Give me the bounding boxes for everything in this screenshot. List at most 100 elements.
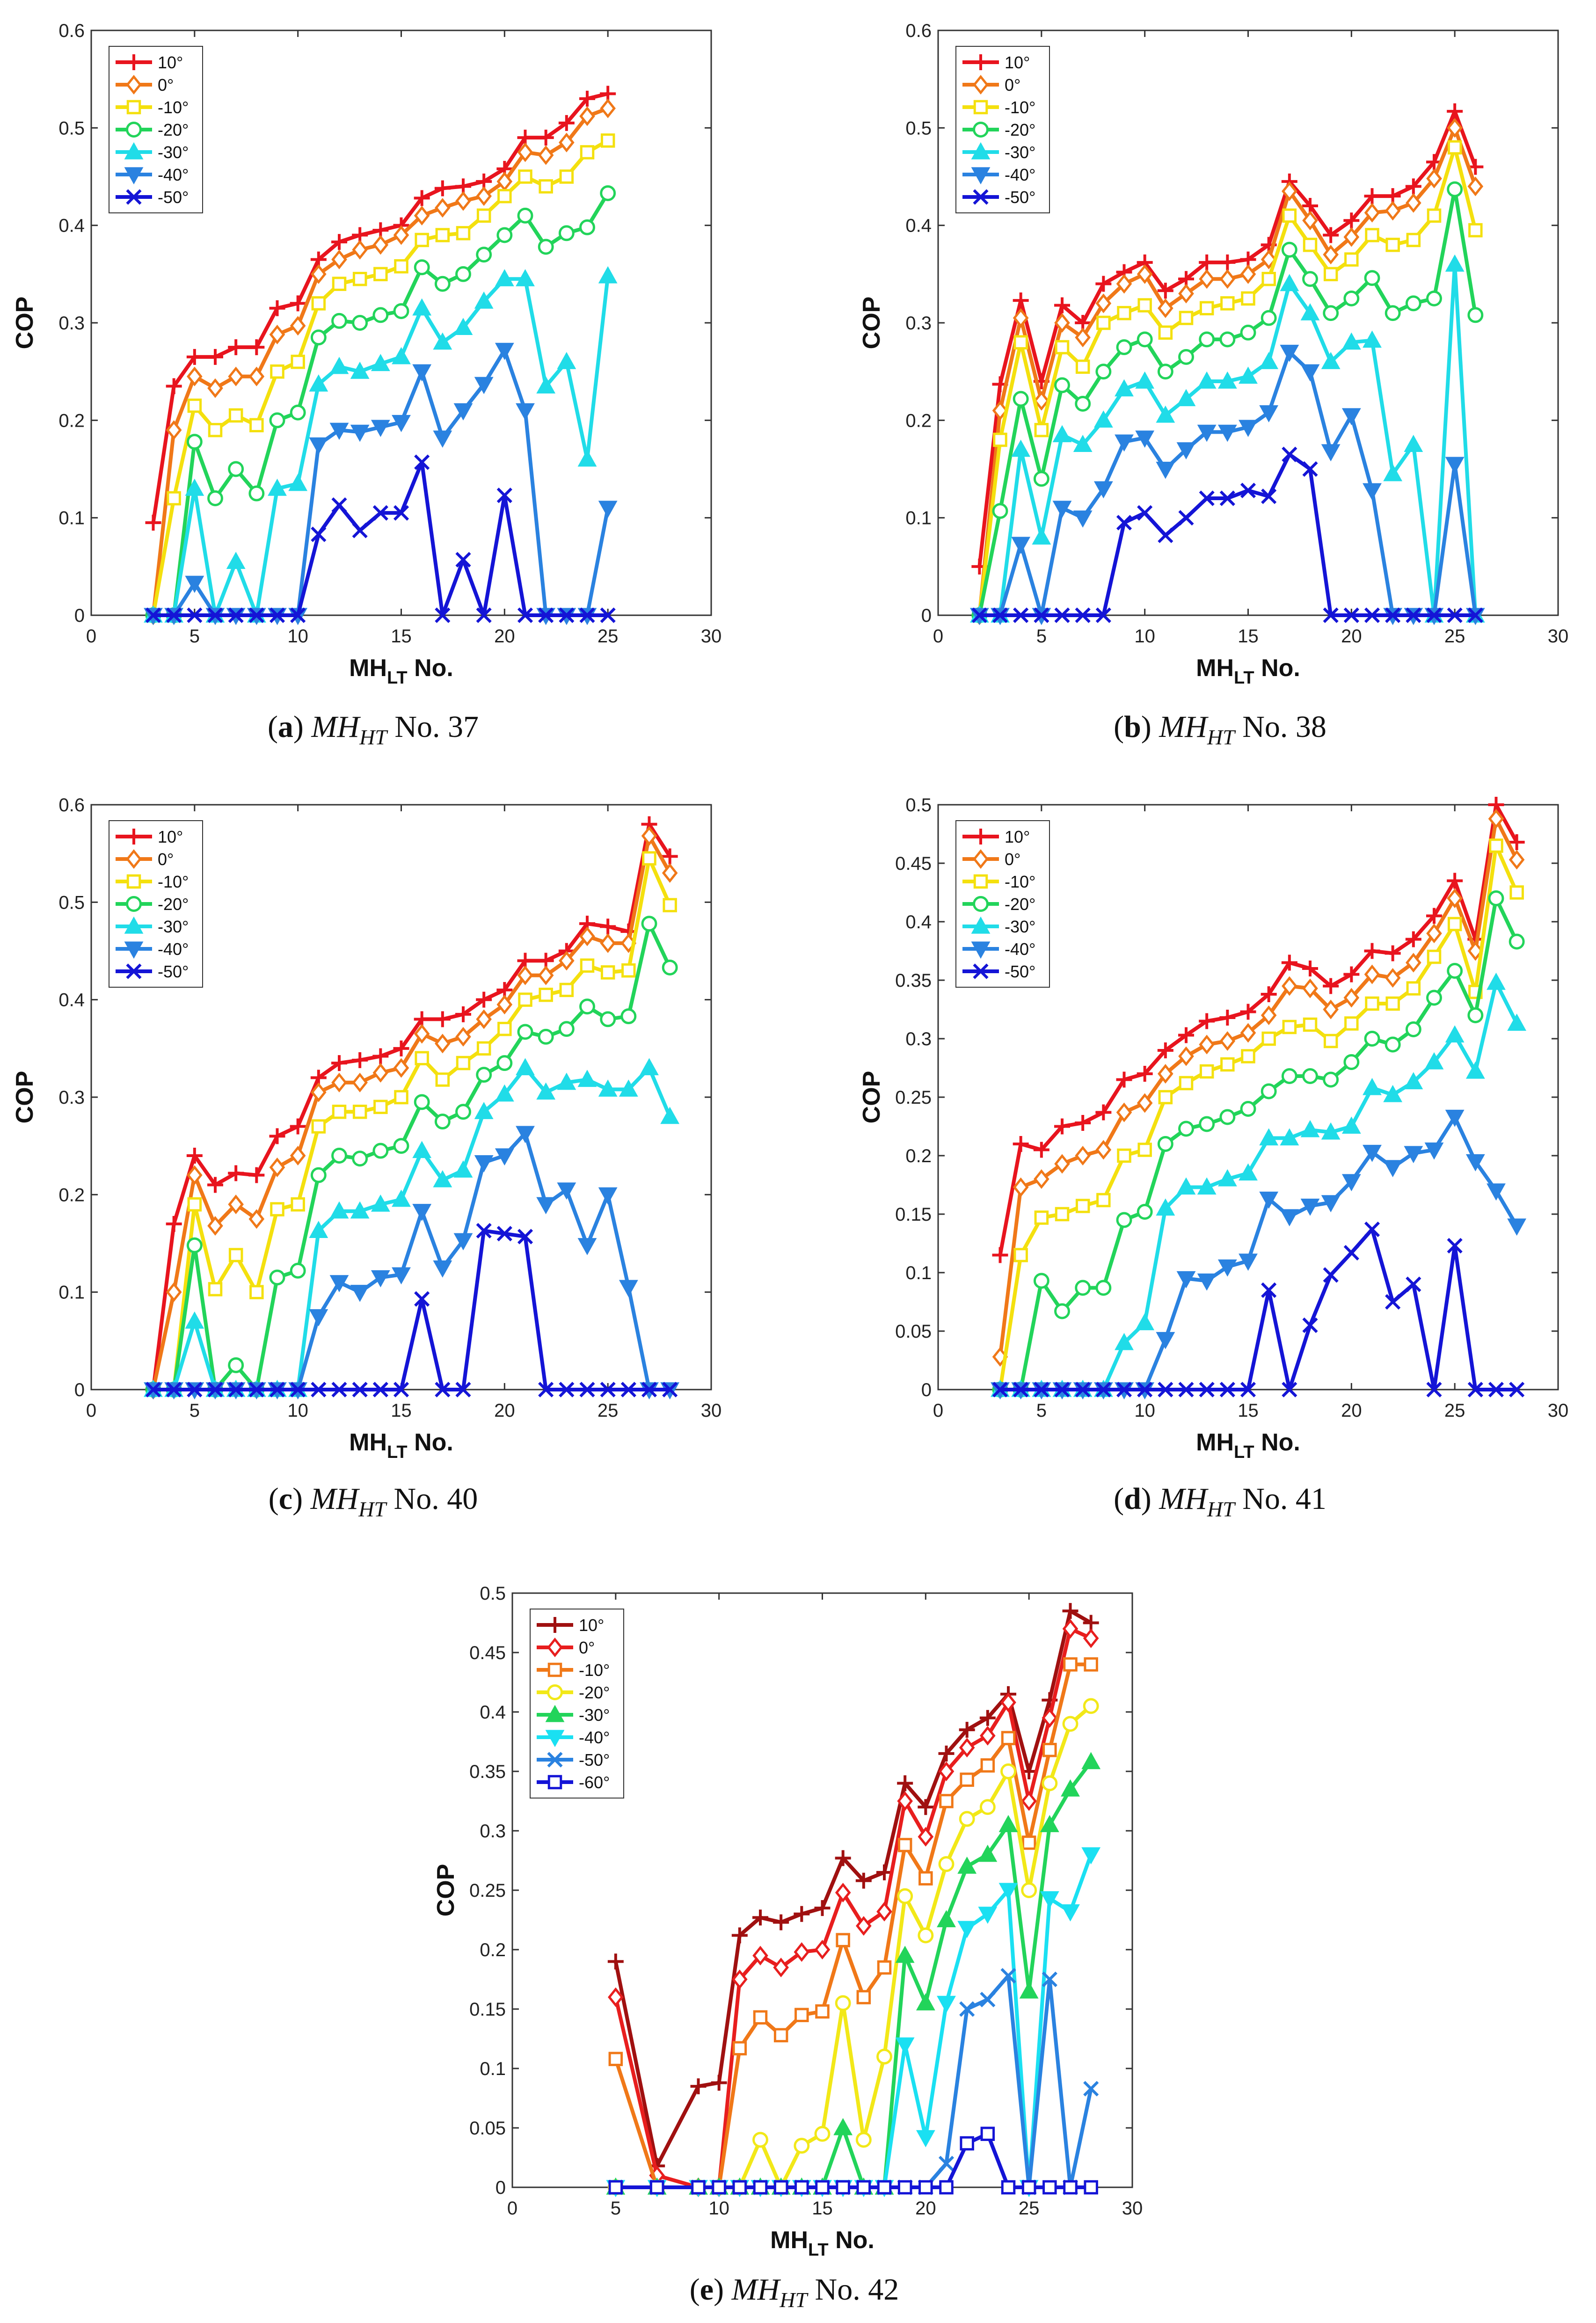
data-point [1075,1145,1091,1166]
data-point [248,366,265,386]
data-point [1158,1063,1173,1084]
data-point [536,1082,556,1100]
x-tick-label: 25 [1444,1400,1465,1421]
legend-box [530,1609,624,1799]
x-tick-label: 0 [86,626,96,647]
data-point [978,1907,998,1924]
data-point [186,434,203,450]
data-point [1240,1004,1256,1020]
data-point [435,1382,451,1398]
data-point [1137,1382,1153,1398]
data-point [1282,446,1297,462]
data-point [1341,332,1361,350]
data-point [1117,1148,1131,1163]
series-line [998,803,1519,1257]
panel-caption: (e) MHHT No. 42 [690,2272,899,2312]
data-point [166,607,182,623]
data-point [1365,228,1379,242]
y-tick-label: 0.5 [905,118,932,138]
data-point [1115,1333,1134,1350]
data-point [971,916,991,934]
data-point [1000,1692,1016,1712]
data-point [1093,481,1113,499]
series-0deg [145,98,616,626]
data-point [1404,435,1423,452]
data-point [1426,908,1442,924]
data-point [1467,1007,1484,1023]
x-tick-label: 10 [1134,626,1155,647]
data-point [538,965,554,985]
y-tick-label: 0.15 [895,1204,932,1225]
data-point [1219,269,1236,289]
data-point [1095,607,1111,623]
data-point [495,1084,514,1102]
data-point [1426,168,1442,189]
data-point [517,965,533,985]
x-tick-label: 25 [1444,626,1465,647]
data-point [1447,607,1463,623]
data-point [752,2132,768,2148]
data-point [876,2048,892,2065]
data-point [187,366,203,386]
data-point [352,240,368,260]
data-point [228,1194,244,1215]
x-tick-label: 20 [494,1400,515,1421]
y-tick-label: 0.1 [58,1282,85,1303]
data-point [455,552,471,568]
y-tick-label: 0 [496,2177,506,2198]
data-point [1176,442,1196,459]
data-point [124,167,144,185]
data-point [372,1382,388,1398]
data-point [433,430,452,448]
data-point [1011,439,1031,457]
data-point [1013,1382,1029,1398]
data-point [476,1009,492,1029]
data-point [1385,1036,1401,1053]
data-point [1282,976,1297,996]
data-point [1116,1212,1132,1228]
data-point [1341,1116,1361,1134]
data-point [938,1761,955,1782]
data-point [1302,271,1318,287]
data-point [414,205,430,226]
data-point [855,2132,872,2148]
data-point [559,1382,575,1398]
data-point [309,1309,328,1326]
data-point [372,1063,389,1083]
data-point [916,2130,935,2148]
data-point [1240,1023,1256,1043]
data-point [1323,267,1338,282]
legend-entry: 0° [579,1638,595,1657]
data-point [973,54,989,70]
data-point [496,488,512,503]
data-point [1343,1054,1360,1070]
data-point [1323,245,1339,265]
data-point [938,1745,955,1762]
data-point [1199,269,1215,289]
data-point [600,1382,616,1398]
data-point [1467,1382,1483,1398]
data-point [433,1170,452,1187]
data-point [1303,238,1318,252]
data-point [1323,978,1339,994]
data-point [476,186,492,206]
data-point [1116,515,1132,531]
data-point [415,1051,429,1065]
legend-entry: -50° [579,1750,610,1770]
data-point [538,130,554,146]
data-point [291,355,305,369]
data-point [1176,1271,1196,1289]
data-point [372,1143,389,1159]
legend-entry: -30° [579,1705,610,1725]
data-point [1054,377,1070,393]
data-point [1178,1027,1194,1043]
data-point [185,575,204,593]
data-point [1176,1177,1196,1195]
y-axis-label: COP [11,297,38,350]
data-point [937,1910,956,1928]
data-point [1137,264,1153,284]
data-point [619,1079,638,1097]
data-point [992,503,1008,519]
x-tick-label: 10 [708,2198,729,2219]
data-point [1116,1071,1132,1088]
